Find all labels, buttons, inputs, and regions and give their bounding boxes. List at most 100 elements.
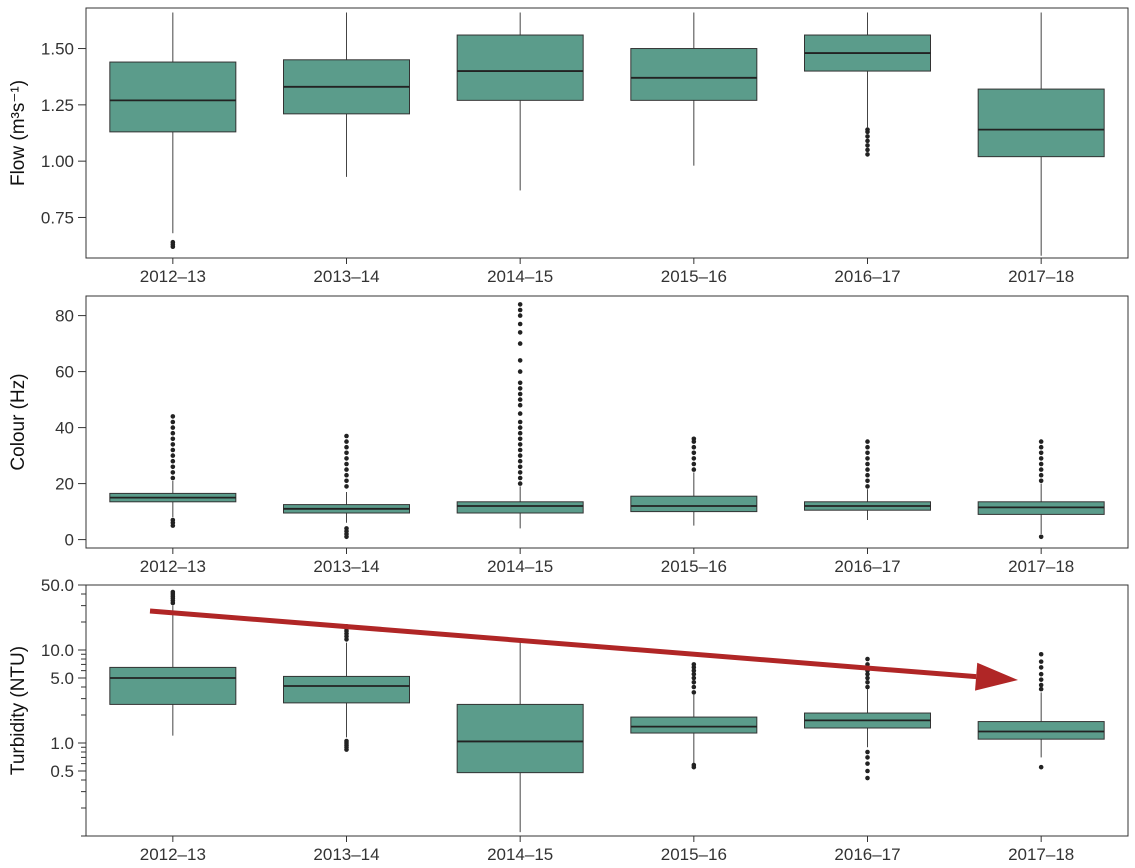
- outlier-point: [517, 425, 523, 430]
- turbidity-panel: 0.5 1.0 5.0 10.0 50.0 Turbidity (NTU) 2012–13 2…: [8, 576, 1129, 864]
- outlier-point: [170, 458, 176, 464]
- outlier-point: [344, 444, 349, 450]
- outlier-point: [865, 152, 870, 157]
- flow-y-tick-label: 0.75: [41, 208, 74, 227]
- flow-y-tick-label: 1.50: [41, 40, 74, 59]
- outlier-point: [691, 456, 697, 461]
- outlier-point: [344, 439, 349, 444]
- outlier-point: [517, 481, 523, 486]
- outlier-point: [517, 419, 523, 425]
- iqr-box: [456, 34, 584, 101]
- turbidity-plot-frame: [85, 584, 1129, 837]
- outlier-point: [865, 134, 870, 139]
- colour-box-2013–14: [283, 433, 410, 540]
- flow-x-tick-label: 2013–14: [313, 267, 379, 286]
- outlier-point: [170, 436, 176, 442]
- iqr-box: [977, 88, 1105, 158]
- colour-panel: 0 20 40 60 80 Colour (Hz) 2012–13 2013–14 2014–1…: [8, 295, 1129, 576]
- outlier-point: [1038, 682, 1044, 688]
- outlier-point: [517, 397, 523, 402]
- colour-x-tick-label: 2013–14: [313, 557, 379, 576]
- iqr-box: [456, 703, 584, 774]
- outlier-point: [1038, 439, 1044, 444]
- outlier-point: [1038, 659, 1044, 664]
- colour-x-tick-label: 2015–16: [661, 557, 727, 576]
- flow-x-tick-label: 2012–13: [140, 267, 206, 286]
- outlier-point: [691, 461, 697, 467]
- outlier-point: [865, 484, 870, 489]
- turbidity-y-tick-label: 10.0: [41, 641, 74, 660]
- outlier-point: [344, 467, 349, 472]
- outlier-point: [1038, 461, 1044, 467]
- flow-box-2016–17: [804, 12, 931, 157]
- outlier-point: [170, 430, 176, 436]
- colour-y-tick-label: 40: [55, 419, 74, 438]
- outlier-point: [517, 391, 523, 397]
- outlier-point: [865, 472, 870, 478]
- outlier-point: [1038, 472, 1044, 478]
- outlier-point: [865, 671, 870, 677]
- outlier-point: [517, 430, 523, 436]
- outlier-point: [517, 475, 523, 481]
- turbidity-box-2016–17: [804, 656, 931, 781]
- turbidity-y-tick-label: 50.0: [41, 576, 74, 595]
- turbidity-box-2017–18: [977, 651, 1105, 770]
- iqr-box: [109, 666, 237, 705]
- outlier-point: [170, 589, 176, 595]
- outlier-point: [691, 436, 697, 442]
- outlier-point: [691, 690, 697, 695]
- outlier-point: [1038, 764, 1044, 770]
- turbidity-y-tick-label: 0.5: [50, 762, 74, 781]
- outlier-point: [517, 307, 523, 313]
- outlier-point: [1038, 677, 1044, 682]
- outlier-point: [517, 442, 523, 447]
- outlier-point: [344, 433, 349, 439]
- flow-y-tick-label: 1.00: [41, 152, 74, 171]
- colour-y-tick-label: 60: [55, 363, 74, 382]
- outlier-point: [170, 419, 176, 425]
- colour-box-2017–18: [977, 439, 1105, 540]
- outlier-point: [517, 341, 523, 346]
- colour-x-tick-label: 2014–15: [487, 557, 553, 576]
- outlier-point: [517, 411, 523, 416]
- outlier-point: [691, 675, 697, 681]
- outlier-point: [517, 313, 523, 318]
- outlier-point: [344, 478, 349, 484]
- colour-x-tick-label: 2017–18: [1008, 557, 1074, 576]
- flow-x-tick-label: 2016–17: [834, 267, 900, 286]
- iqr-box: [630, 48, 758, 101]
- outlier-point: [865, 755, 870, 760]
- outlier-point: [517, 330, 523, 335]
- outlier-point: [517, 470, 523, 475]
- outlier-point: [865, 775, 870, 781]
- flow-box-2017–18: [977, 12, 1105, 256]
- flow-box-2015–16: [630, 12, 758, 166]
- outlier-point: [344, 738, 349, 744]
- outlier-point: [1038, 671, 1044, 677]
- outlier-point: [691, 467, 697, 472]
- outlier-point: [517, 386, 523, 391]
- outlier-point: [865, 143, 870, 148]
- outlier-point: [865, 450, 870, 456]
- outlier-point: [344, 472, 349, 478]
- outlier-point: [170, 239, 176, 245]
- colour-y-tick-label: 0: [65, 531, 74, 550]
- outlier-point: [1038, 450, 1044, 456]
- outlier-point: [170, 470, 176, 475]
- outlier-point: [170, 414, 176, 419]
- outlier-point: [517, 458, 523, 464]
- outlier-point: [1038, 456, 1044, 461]
- outlier-point: [691, 762, 697, 768]
- outlier-point: [1038, 478, 1044, 484]
- turbidity-x-tick-label: 2012–13: [140, 845, 206, 864]
- outlier-point: [865, 749, 870, 755]
- colour-y-tick-label: 80: [55, 307, 74, 326]
- colour-y-axis-title: Colour (Hz): [8, 373, 29, 470]
- outlier-point: [344, 484, 349, 489]
- outlier-point: [517, 447, 523, 453]
- colour-box-2016–17: [804, 439, 931, 520]
- outlier-point: [691, 668, 697, 673]
- outlier-point: [865, 444, 870, 450]
- outlier-point: [170, 475, 176, 481]
